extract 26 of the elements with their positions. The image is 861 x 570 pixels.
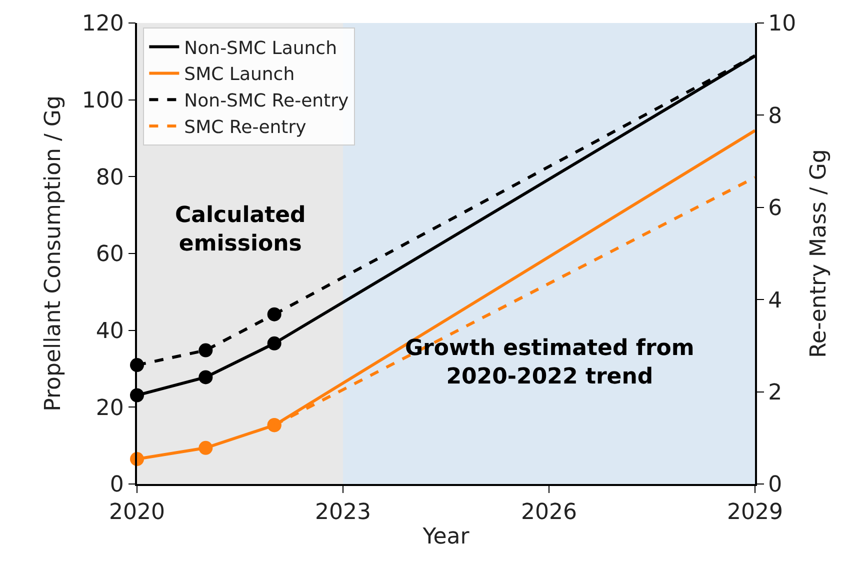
band-label: Growth estimated from 2020-2022 trend bbox=[405, 336, 694, 390]
y2-axis-title: Re-entry Mass / Gg bbox=[806, 149, 832, 358]
y-tick-label: 20 bbox=[96, 396, 124, 421]
y-tick-label: 120 bbox=[82, 12, 124, 37]
x-tick-label: 2023 bbox=[315, 500, 371, 526]
y2-tick-label: 6 bbox=[768, 196, 782, 222]
y-tick-label: 40 bbox=[96, 319, 124, 344]
y-tick-label: 80 bbox=[96, 165, 124, 190]
x-tick-label: 2020 bbox=[109, 500, 165, 526]
y-tick-label: 0 bbox=[110, 472, 124, 498]
y2-tick-label: 2 bbox=[768, 380, 782, 406]
x-axis-title: Year bbox=[422, 524, 470, 550]
legend-label: Non-SMC Launch bbox=[184, 38, 337, 59]
y2-tick-label: 10 bbox=[768, 12, 796, 37]
x-tick-label: 2029 bbox=[727, 500, 783, 526]
legend-label: Non-SMC Re-entry bbox=[184, 90, 350, 112]
y2-tick-label: 4 bbox=[768, 288, 782, 314]
legend-label: SMC Launch bbox=[184, 64, 295, 86]
y2-tick-label: 8 bbox=[768, 104, 782, 129]
y-axis-title: Propellant Consumption / Gg bbox=[41, 96, 66, 412]
y2-tick-label: 0 bbox=[768, 472, 782, 498]
x-tick-label: 2026 bbox=[521, 500, 577, 526]
y-tick-label: 100 bbox=[82, 88, 124, 114]
band-label: Calculated emissions bbox=[175, 203, 306, 257]
legend-label: SMC Re-entry bbox=[184, 117, 307, 138]
y-tick-label: 60 bbox=[96, 242, 124, 268]
